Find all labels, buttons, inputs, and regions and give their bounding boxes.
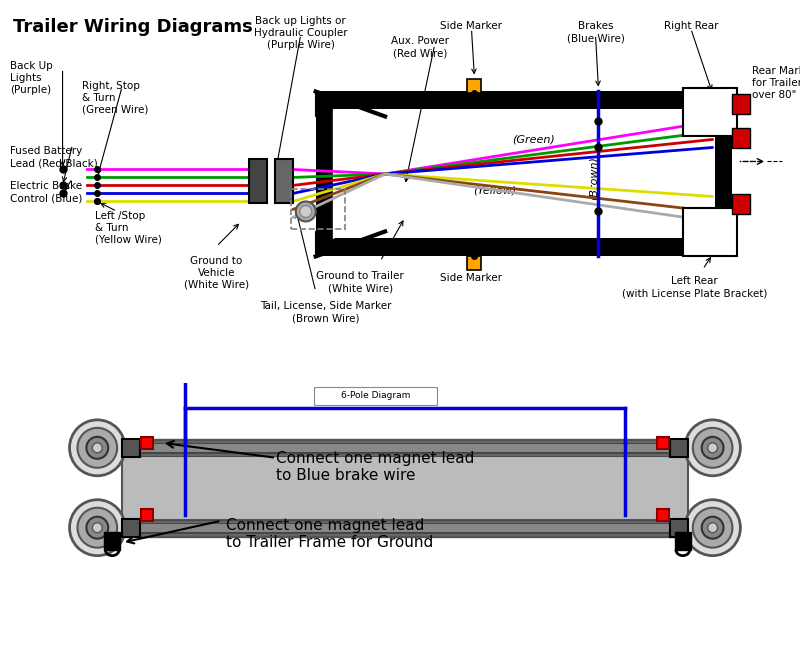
Circle shape [86, 517, 108, 539]
Circle shape [300, 206, 312, 217]
Circle shape [78, 508, 117, 548]
Bar [683, 88, 738, 136]
Text: Right Rear: Right Rear [663, 21, 718, 32]
Bar [733, 95, 750, 114]
Text: Left Rear
(with License Plate Bracket): Left Rear (with License Plate Bracket) [622, 276, 767, 298]
Circle shape [685, 500, 740, 556]
Text: (Green): (Green) [513, 134, 555, 145]
Text: Side Marker: Side Marker [441, 273, 502, 284]
Bar [670, 519, 688, 537]
Bar [316, 92, 733, 256]
Bar [657, 509, 669, 520]
Bar [334, 110, 714, 238]
Circle shape [708, 443, 718, 453]
Text: Left /Stop
& Turn
(Yellow Wire): Left /Stop & Turn (Yellow Wire) [95, 212, 162, 245]
Bar [117, 520, 693, 522]
Text: 6-Pole Diagram: 6-Pole Diagram [341, 391, 410, 400]
Bar [657, 437, 669, 449]
Bar [141, 437, 153, 449]
Text: Connect one magnet lead
to Blue brake wire: Connect one magnet lead to Blue brake wi… [276, 451, 474, 484]
Bar [275, 160, 293, 203]
Bar [122, 519, 140, 537]
Text: (Brown): (Brown) [589, 156, 598, 201]
Bar [117, 453, 693, 456]
Text: Trailer Wiring Diagrams: Trailer Wiring Diagrams [13, 18, 253, 36]
Circle shape [685, 420, 740, 476]
Circle shape [693, 428, 733, 468]
Circle shape [70, 500, 125, 556]
Polygon shape [316, 232, 385, 256]
Bar [670, 439, 688, 457]
Text: Connect one magnet lead
to Trailer Frame for Ground: Connect one magnet lead to Trailer Frame… [226, 518, 434, 550]
Text: Fused Battery
Lead (Red/Black): Fused Battery Lead (Red/Black) [10, 147, 98, 168]
Circle shape [92, 522, 102, 533]
Bar [733, 195, 750, 214]
Bar [122, 439, 140, 457]
Bar [291, 190, 346, 230]
Text: Back Up
Lights
(Purple): Back Up Lights (Purple) [10, 62, 53, 95]
Circle shape [702, 437, 723, 459]
Text: Aux. Power
(Red Wire): Aux. Power (Red Wire) [391, 36, 449, 58]
Bar [104, 532, 120, 550]
Bar [117, 522, 693, 533]
Bar [467, 256, 482, 271]
Circle shape [78, 428, 117, 468]
Text: Brakes
(Blue Wire): Brakes (Blue Wire) [566, 21, 625, 43]
Bar [122, 531, 688, 537]
Polygon shape [316, 92, 385, 116]
Text: Ground to Trailer
(White Wire): Ground to Trailer (White Wire) [317, 271, 404, 293]
Text: Right, Stop
& Turn
(Green Wire): Right, Stop & Turn (Green Wire) [82, 82, 149, 115]
Text: (Yellow): (Yellow) [473, 186, 516, 195]
Text: Tail, License, Side Marker
(Brown Wire): Tail, License, Side Marker (Brown Wire) [260, 301, 391, 323]
Circle shape [86, 437, 108, 459]
Text: Electric Brake
Control (Blue): Electric Brake Control (Blue) [10, 182, 82, 203]
Text: Ground to
Vehicle
(White Wire): Ground to Vehicle (White Wire) [184, 256, 249, 289]
Circle shape [296, 201, 316, 221]
Bar [122, 439, 688, 445]
Text: Rear Markers
for Trailers
over 80" wide: Rear Markers for Trailers over 80" wide [752, 66, 800, 100]
Circle shape [702, 517, 723, 539]
Bar [675, 532, 690, 550]
Bar [122, 456, 688, 520]
Bar [117, 533, 693, 535]
Circle shape [92, 443, 102, 453]
Text: Back up Lights or
Hydraulic Coupler
(Purple Wire): Back up Lights or Hydraulic Coupler (Pur… [254, 16, 347, 50]
Bar [733, 129, 750, 149]
Circle shape [708, 522, 718, 533]
Bar [117, 443, 693, 453]
Text: Side Marker: Side Marker [441, 21, 502, 32]
Bar [683, 208, 738, 256]
FancyBboxPatch shape [314, 387, 437, 405]
Bar [249, 160, 267, 203]
Bar [141, 509, 153, 520]
Circle shape [70, 420, 125, 476]
Circle shape [693, 508, 733, 548]
Bar [117, 440, 693, 443]
Bar [467, 79, 482, 93]
Polygon shape [334, 110, 380, 238]
